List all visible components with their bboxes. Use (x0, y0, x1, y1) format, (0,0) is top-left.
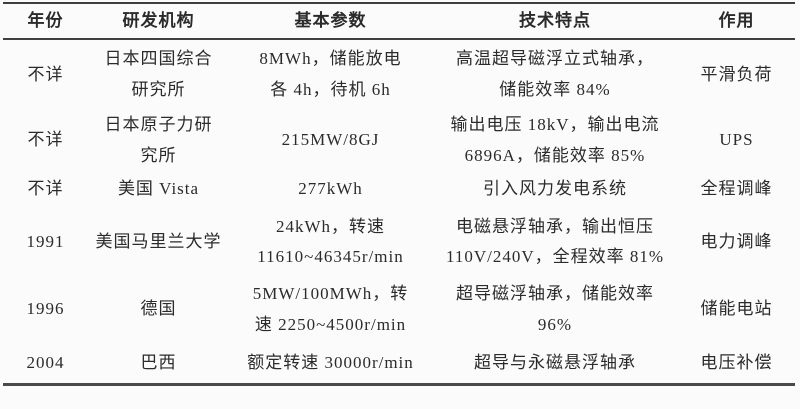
cell-year: 不详 (27, 179, 64, 199)
cell-year: 2004 (26, 352, 65, 372)
table-body: 不详 日本四国综合 研究所 8MWh，储能放电 各 4h，待机 6h 高温超导磁… (3, 39, 795, 385)
table-header: 年份 研发机构 基本参数 技术特点 作用 (3, 3, 795, 39)
cell-organization: 巴西 (140, 352, 177, 372)
table-row: 1991 美国马里兰大学 24kWh，转速 11610~46345r/min 电… (3, 208, 795, 276)
cell-parameters: 24kWh，转速 11610~46345r/min (257, 216, 404, 267)
cell-role: 电力调峰 (700, 231, 773, 251)
cell-role: 平滑负荷 (700, 64, 773, 84)
table-row: 1996 德国 5MW/100MWh，转 速 2250~4500r/min 超导… (3, 276, 795, 343)
cell-year: 1996 (26, 299, 65, 319)
cell-features: 高温超导磁浮立式轴承， 储能效率 84% (456, 49, 654, 99)
cell-year: 1991 (26, 231, 65, 251)
cell-year: 不详 (27, 130, 64, 150)
col-header-organization: 研发机构 (122, 10, 195, 30)
cell-organization: 美国马里兰大学 (95, 231, 222, 251)
cell-features: 输出电压 18kV，输出电流 6896A，储能效率 85% (450, 115, 660, 165)
cell-parameters: 277kWh (298, 179, 363, 199)
table-row: 不详 日本原子力研 究所 215MW/8GJ 输出电压 18kV，输出电流 68… (3, 110, 795, 171)
cell-parameters: 215MW/8GJ (281, 130, 380, 150)
cell-year: 不详 (27, 64, 64, 84)
cell-features: 引入风力发电系统 (483, 179, 627, 199)
cell-features: 超导磁浮轴承，储能效率 96% (456, 284, 654, 334)
col-header-role: 作用 (718, 10, 755, 30)
col-header-parameters: 基本参数 (294, 10, 367, 30)
cell-role: UPS (719, 130, 754, 150)
cell-role: 电压补偿 (700, 352, 773, 372)
cell-role: 全程调峰 (700, 179, 773, 199)
cell-features: 超导与永磁悬浮轴承 (474, 352, 636, 372)
table-row: 不详 日本四国综合 研究所 8MWh，储能放电 各 4h，待机 6h 高温超导磁… (3, 39, 795, 110)
flywheel-research-table: 年份 研发机构 基本参数 技术特点 作用 不详 日本四国综合 研究所 8MWh，… (3, 2, 795, 386)
cell-features: 电磁悬浮轴承，输出恒压 110V/240V，全程效率 81% (445, 216, 665, 267)
cell-organization: 美国 Vista (117, 179, 200, 199)
header-row: 年份 研发机构 基本参数 技术特点 作用 (3, 3, 795, 39)
cell-parameters: 5MW/100MWh，转 速 2250~4500r/min (252, 284, 409, 334)
table-row: 不详 美国 Vista 277kWh 引入风力发电系统 全程调峰 (3, 171, 795, 208)
col-header-year: 年份 (27, 10, 64, 30)
cell-organization: 德国 (140, 299, 177, 319)
cell-parameters: 8MWh，储能放电 各 4h，待机 6h (259, 49, 402, 99)
table-row: 2004 巴西 额定转速 30000r/min 超导与永磁悬浮轴承 电压补偿 (3, 343, 795, 385)
col-header-features: 技术特点 (519, 10, 591, 30)
cell-role: 储能电站 (700, 299, 773, 319)
cell-organization: 日本四国综合 研究所 (104, 49, 213, 99)
cell-parameters: 额定转速 30000r/min (247, 352, 414, 372)
cell-organization: 日本原子力研 究所 (104, 115, 213, 165)
